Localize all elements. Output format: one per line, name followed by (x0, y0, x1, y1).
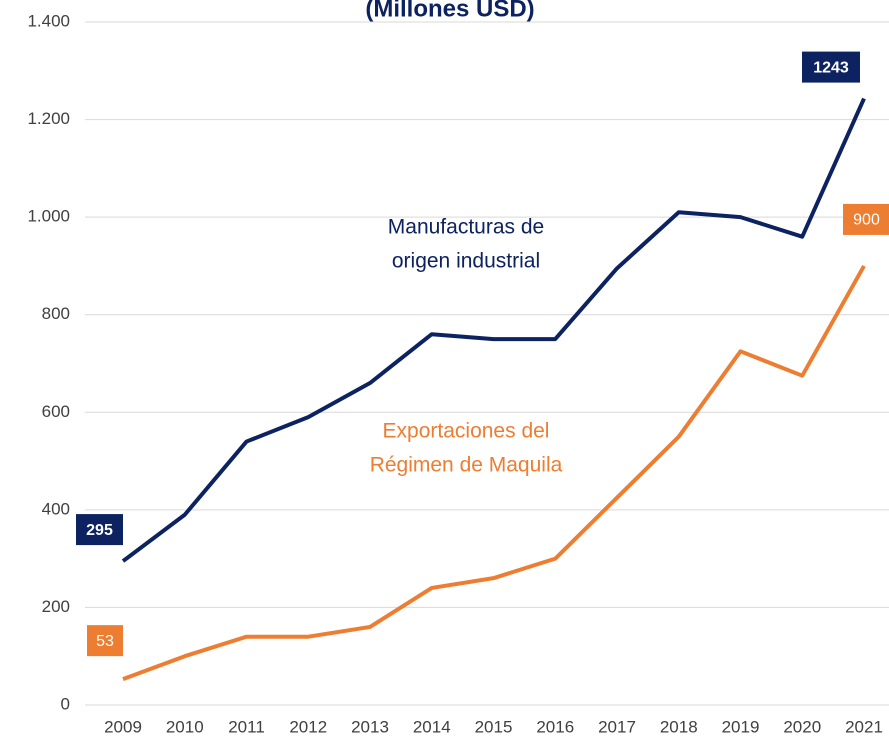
y-tick-label: 800 (42, 304, 70, 323)
value-label: 53 (96, 633, 114, 650)
x-tick-label: 2011 (228, 717, 265, 736)
annotation: Exportaciones del (383, 420, 550, 443)
y-tick-label: 600 (42, 402, 70, 421)
x-tick-label: 2010 (166, 717, 204, 736)
annotation: Manufacturas de (388, 216, 544, 239)
y-tick-label: 1.400 (27, 11, 70, 30)
y-tick-label: 1.000 (27, 207, 70, 226)
x-tick-label: 2012 (289, 717, 327, 736)
value-label-box (76, 514, 123, 546)
y-tick-label: 400 (42, 499, 70, 518)
line (122, 264, 866, 682)
y-tick-label: 1.200 (27, 109, 70, 128)
x-tick-label: 2021 (845, 717, 883, 736)
annotation: Régimen de Maquila (370, 454, 563, 477)
x-tick-label: 2019 (722, 717, 760, 736)
y-tick-label: 200 (42, 597, 70, 616)
x-tick-label: 2009 (104, 717, 142, 736)
annotation: origen industrial (392, 250, 540, 273)
value-label: 900 (853, 212, 880, 229)
value-label: 295 (86, 522, 113, 539)
x-tick-label: 2020 (783, 717, 821, 736)
x-tick-label: 2013 (351, 717, 389, 736)
x-tick-label: 2014 (413, 717, 451, 736)
x-tick-label: 2015 (475, 717, 513, 736)
x-tick-label: 2017 (598, 717, 636, 736)
x-tick-label: 2018 (660, 717, 698, 736)
x-tick-label: 2016 (536, 717, 574, 736)
chart-title: (Millones USD) (365, 0, 534, 22)
line (121, 97, 866, 563)
y-tick-label: 0 (61, 694, 70, 713)
value-label-box (87, 625, 123, 657)
value-label-box (802, 51, 860, 83)
value-label: 1243 (813, 59, 849, 76)
value-label-box (843, 203, 889, 235)
